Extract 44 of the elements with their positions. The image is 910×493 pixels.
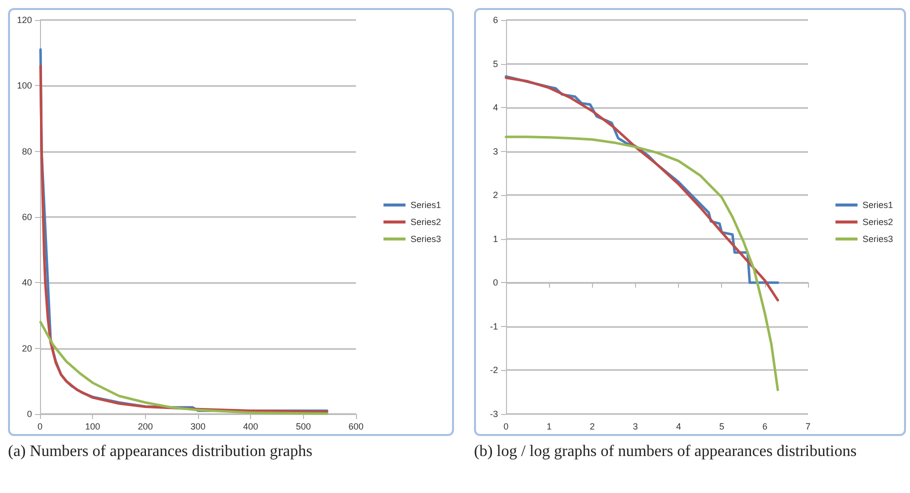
x-tick-label: 2 [590,422,595,432]
x-tick-label: 5 [719,422,724,432]
x-tick-label: 200 [138,422,153,432]
x-tick-label: 3 [632,422,638,432]
y-tick-label: -2 [490,365,498,376]
legend-label: Series1 [862,200,893,210]
y-tick-label: 100 [16,80,32,91]
x-tick-label: 300 [190,422,206,432]
x-tick-label: 100 [85,422,100,432]
x-tick-label: 0 [37,422,43,432]
line-series [504,136,780,392]
x-tick-label: 6 [762,422,768,432]
y-tick-label: 80 [22,146,32,156]
y-tick-label: 120 [16,15,32,25]
legend-label: Series3 [410,234,441,244]
x-tick-label: 4 [676,422,682,432]
y-tick-label: 0 [26,409,32,419]
y-tick-label: 5 [492,58,498,69]
y-tick-label: 0 [492,278,498,288]
legend-label: Series1 [410,200,441,210]
x-tick-label: 600 [348,422,364,432]
chart-frame: 0 20 40 60 80 100 120 0 100 200 300 400 500 600 Series1 Series2 Series3 [8,8,454,436]
y-tick-label: -3 [490,409,498,419]
y-tick-label: 40 [22,278,32,288]
y-tick-label: 2 [492,190,498,200]
legend-label: Series3 [862,234,893,244]
text: (a) Numbers of appearances distribution graphs [8,442,314,462]
y-tick-label: 1 [492,234,498,244]
chart-frame: -3 -2 -1 0 1 2 3 4 5 6 0 1 2 3 4 5 6 7 Series1 Series2 Series3 [474,8,906,436]
y-tick-label: -1 [490,321,498,332]
x-tick-label: 0 [503,422,509,432]
x-tick-label: 1 [546,422,552,432]
x-tick-label: 400 [243,422,258,432]
legend-label: Series2 [862,217,893,227]
text: (b) log / log graphs of numbers of appearances distributions [474,442,858,462]
y-tick-label: 20 [22,343,32,354]
y-tick-label: 60 [22,212,32,222]
x-tick-label: 7 [805,422,811,432]
y-tick-label: 4 [492,102,498,113]
y-tick-label: 6 [492,15,498,25]
y-tick-label: 3 [492,146,498,156]
line-series [39,320,328,415]
legend-label: Series2 [410,217,441,227]
x-tick-label: 500 [296,422,311,432]
